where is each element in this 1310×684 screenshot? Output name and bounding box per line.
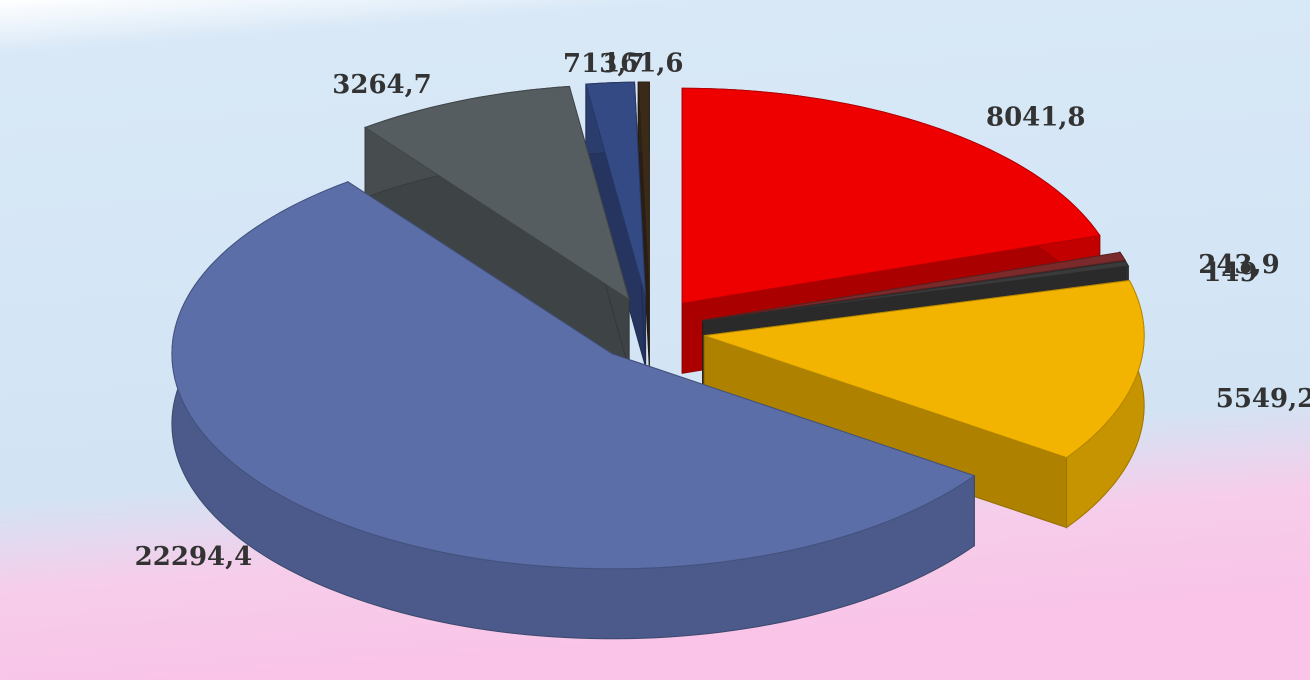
- page: 8041,8243,91495549,222294,43264,7713,716…: [0, 0, 1310, 680]
- data-label: 149: [1203, 258, 1257, 288]
- data-label: 3264,7: [332, 70, 432, 100]
- data-label: 161,6: [602, 48, 683, 78]
- data-label: 8041,8: [986, 103, 1086, 133]
- data-label: 5549,2: [1216, 384, 1310, 414]
- chart: 8041,8243,91495549,222294,43264,7713,716…: [0, 0, 1310, 680]
- data-label: 22294,4: [135, 542, 253, 572]
